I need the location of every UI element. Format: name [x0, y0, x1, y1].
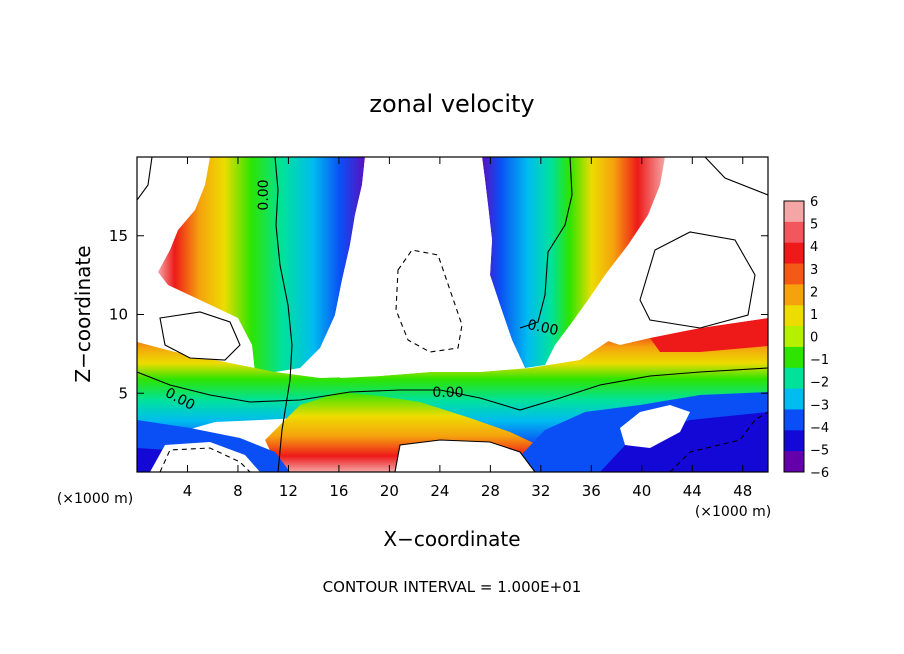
- y-tick-label: 15: [109, 227, 128, 245]
- x-tick-label: 16: [329, 482, 348, 500]
- thin-contour-left: [159, 311, 241, 361]
- lower-right-deep: [600, 412, 768, 472]
- x-axis-title: X−coordinate: [383, 527, 520, 551]
- left-upper-plume: [158, 157, 365, 372]
- colorbar-swatch: [784, 451, 804, 473]
- thin-contour-right: [639, 231, 756, 329]
- thin-contour-topright: [704, 157, 768, 196]
- right-edge-red: [650, 318, 768, 352]
- dashed-contour-center: [395, 249, 463, 353]
- x-unit-left: (×1000 m): [57, 491, 133, 507]
- white-lobe-bottom-center: [395, 440, 535, 472]
- contour-label: 0.00: [526, 317, 560, 339]
- x-tick-label: 40: [632, 482, 651, 500]
- contour-label: 0.00: [256, 179, 272, 210]
- colorbar-tick-label: 3: [810, 263, 818, 278]
- colorbar-tick-label: −1: [810, 353, 829, 368]
- colorbar-swatch: [784, 242, 804, 265]
- colorbar: 6 5 4 3 2 1 0 −1 −2 −3 −4 −5 −6: [783, 195, 829, 481]
- y-tick-label: 5: [118, 384, 128, 402]
- x-tick-label: 28: [481, 482, 500, 500]
- x-tick-label: 8: [233, 482, 243, 500]
- colorbar-swatch: [784, 346, 804, 369]
- dashed-contour-bottomleft: [159, 447, 251, 472]
- white-lobe-right-upper: [605, 157, 768, 345]
- colorbar-tick-label: 6: [810, 195, 818, 210]
- x-tick-label: 32: [531, 482, 550, 500]
- x-tick-label: 12: [279, 482, 298, 500]
- colorbar-swatch: [784, 305, 804, 327]
- x-tick-label: 44: [683, 482, 702, 500]
- colorbar-tick-label: −2: [810, 376, 829, 391]
- contour-label: 0.00: [432, 385, 463, 401]
- colorbar-tick-label: −5: [810, 443, 829, 458]
- x-axis: 4 8 12 16 20 24 28 32 36 40 44 48: [183, 157, 752, 500]
- colorbar-swatch: [784, 284, 804, 306]
- colorbar-tick-label: −3: [810, 398, 829, 413]
- colorbar-tick-label: 5: [810, 218, 818, 233]
- colorbar-tick-label: −6: [810, 466, 829, 481]
- zero-contour-left: [274, 157, 293, 472]
- colorbar-swatch: [784, 263, 804, 285]
- x-tick-label: 20: [380, 482, 399, 500]
- contour-field: [137, 157, 768, 472]
- colorbar-tick-label: 2: [810, 285, 818, 300]
- zero-contour-right: [519, 157, 573, 329]
- x-tick-label: 36: [582, 482, 601, 500]
- colorbar-tick-label: 1: [810, 308, 818, 323]
- colorbar-tick-label: 0: [810, 331, 818, 346]
- x-tick-label: 48: [733, 482, 752, 500]
- x-unit-right: (×1000 m): [695, 504, 771, 520]
- white-lobe-center: [335, 157, 525, 378]
- y-axis-title: Z−coordinate: [71, 245, 95, 382]
- white-lobe-left: [160, 312, 240, 360]
- dashed-contour-bottomright: [669, 411, 768, 472]
- colorbar-tick-label: −4: [810, 421, 829, 436]
- colorbar-swatch: [784, 326, 804, 348]
- colorbar-swatch: [784, 430, 804, 452]
- colorbar-swatch: [784, 367, 804, 390]
- colorbar-swatch: [784, 221, 804, 244]
- thin-contour-bottom: [394, 439, 536, 472]
- thin-contour-topleft: [137, 157, 153, 201]
- colorbar-swatch: [784, 201, 804, 223]
- colorbar-swatch: [784, 388, 804, 410]
- chart-title: zonal velocity: [369, 90, 534, 118]
- right-upper-plume: [482, 157, 665, 368]
- contour-interval-note: CONTOUR INTERVAL = 1.000E+01: [323, 578, 582, 596]
- y-axis: 5 10 15: [109, 227, 768, 402]
- colorbar-tick-label: 4: [810, 240, 818, 255]
- colorbar-swatch: [784, 409, 804, 431]
- x-tick-label: 4: [183, 482, 193, 500]
- y-tick-label: 10: [109, 306, 128, 324]
- colorbar-frame: [783, 200, 805, 473]
- zero-contour-band: [137, 367, 768, 411]
- contour-lines: [137, 157, 768, 472]
- x-tick-label: 24: [430, 482, 449, 500]
- white-lobe-right-lower: [620, 405, 690, 448]
